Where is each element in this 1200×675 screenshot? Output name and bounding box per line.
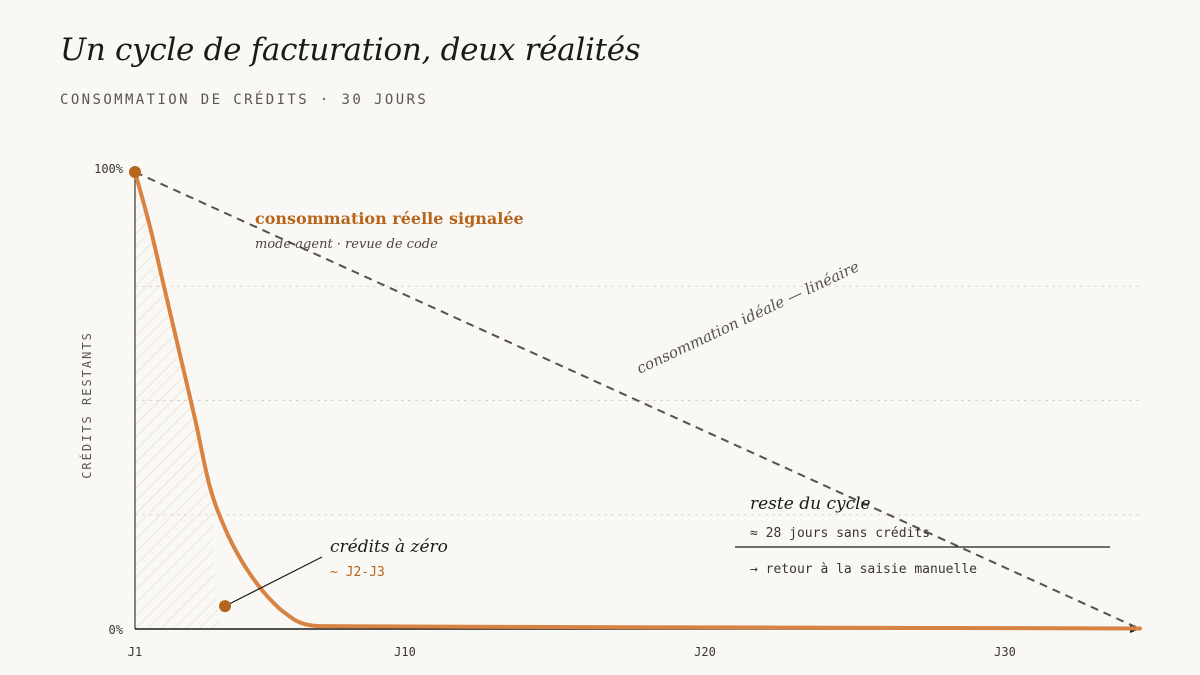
x-tick-label: J20 bbox=[694, 645, 716, 659]
x-tick-label: J10 bbox=[394, 645, 416, 659]
rest-annotation-title: reste du cycle bbox=[750, 494, 871, 514]
actual-consumption-line bbox=[133, 170, 1142, 631]
zero-annotation-title: crédits à zéro bbox=[330, 537, 448, 557]
x-tick-labels: J1 J10 J20 J30 bbox=[128, 645, 1016, 659]
actual-series-note: mode agent · revue de code bbox=[255, 237, 438, 252]
x-tick-label: J1 bbox=[128, 645, 142, 659]
actual-series-label: consommation réelle signalée bbox=[255, 209, 524, 228]
y-tick-label-top: 100% bbox=[94, 162, 124, 176]
zero-annotation-leader bbox=[224, 556, 323, 607]
x-tick-label: J30 bbox=[994, 645, 1016, 659]
ideal-consumption-line bbox=[134, 171, 1141, 630]
rest-annotation-line2: → retour à la saisie manuelle bbox=[750, 562, 977, 577]
zero-annotation-detail: ~ J2-J3 bbox=[330, 565, 385, 580]
y-tick-label-bottom: 0% bbox=[109, 623, 124, 637]
ideal-series-label: consommation idéale — linéaire bbox=[634, 257, 862, 377]
y-axis-label: CRÉDITS RESTANTS bbox=[79, 331, 94, 479]
depletion-hatch-area bbox=[135, 172, 219, 629]
chart-title: Un cycle de facturation, deux réalités bbox=[60, 32, 641, 68]
rest-annotation-line1: ≈ 28 jours sans crédits bbox=[750, 526, 930, 541]
zero-annotation-marker bbox=[219, 600, 231, 613]
start-point-marker bbox=[129, 166, 141, 178]
chart-subtitle: CONSOMMATION DE CRÉDITS · 30 JOURS bbox=[60, 92, 429, 108]
